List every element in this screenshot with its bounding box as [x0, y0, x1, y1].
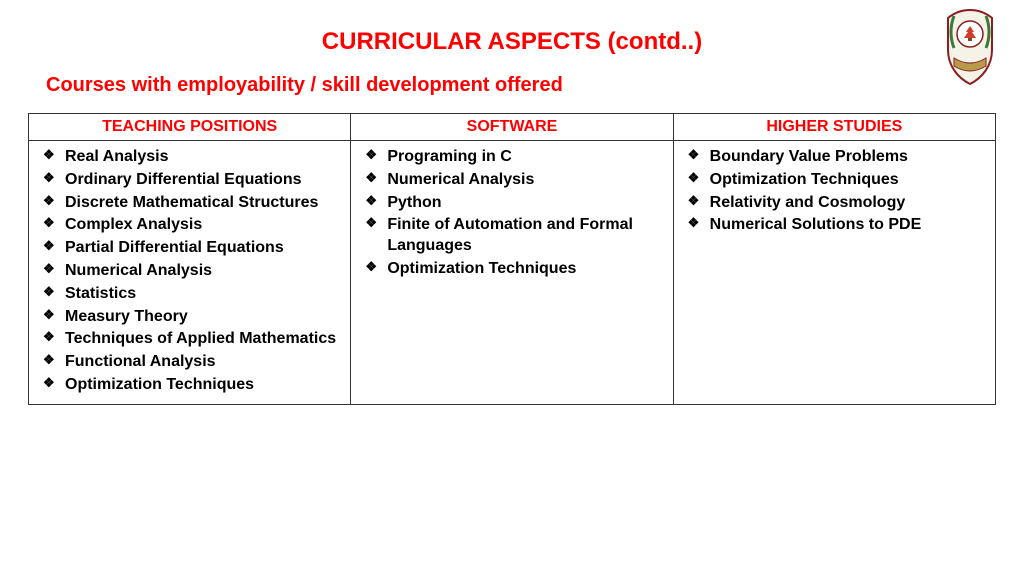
software-list: Programing in C Numerical Analysis Pytho…	[361, 147, 662, 280]
institution-logo: •••••	[934, 8, 1006, 88]
page-subtitle: Courses with employability / skill devel…	[0, 74, 1024, 113]
svg-text:•••••: •••••	[966, 60, 974, 65]
list-item: Finite of Automation and Formal Language…	[365, 215, 662, 257]
col-header-higher: HIGHER STUDIES	[673, 114, 995, 141]
list-item: Optimization Techniques	[365, 259, 662, 280]
table-header-row: TEACHING POSITIONS SOFTWARE HIGHER STUDI…	[29, 114, 996, 141]
page-title: CURRICULAR ASPECTS (contd..)	[0, 0, 1024, 74]
list-item: Techniques of Applied Mathematics	[43, 329, 340, 350]
higher-list: Boundary Value Problems Optimization Tec…	[684, 147, 985, 236]
list-item: Boundary Value Problems	[688, 147, 985, 168]
list-item: Measury Theory	[43, 307, 340, 328]
cell-software: Programing in C Numerical Analysis Pytho…	[351, 141, 673, 405]
list-item: Real Analysis	[43, 147, 340, 168]
list-item: Statistics	[43, 284, 340, 305]
list-item: Python	[365, 193, 662, 214]
list-item: Partial Differential Equations	[43, 238, 340, 259]
list-item: Relativity and Cosmology	[688, 193, 985, 214]
cell-higher: Boundary Value Problems Optimization Tec…	[673, 141, 995, 405]
list-item: Numerical Analysis	[365, 170, 662, 191]
list-item: Complex Analysis	[43, 215, 340, 236]
teaching-list: Real Analysis Ordinary Differential Equa…	[39, 147, 340, 396]
list-item: Functional Analysis	[43, 352, 340, 373]
list-item: Numerical Solutions to PDE	[688, 215, 985, 236]
list-item: Ordinary Differential Equations	[43, 170, 340, 191]
list-item: Discrete Mathematical Structures	[43, 193, 340, 214]
list-item: Optimization Techniques	[43, 375, 340, 396]
list-item: Numerical Analysis	[43, 261, 340, 282]
cell-teaching: Real Analysis Ordinary Differential Equa…	[29, 141, 351, 405]
col-header-teaching: TEACHING POSITIONS	[29, 114, 351, 141]
list-item: Programing in C	[365, 147, 662, 168]
col-header-software: SOFTWARE	[351, 114, 673, 141]
table-body-row: Real Analysis Ordinary Differential Equa…	[29, 141, 996, 405]
courses-table: TEACHING POSITIONS SOFTWARE HIGHER STUDI…	[28, 113, 996, 405]
list-item: Optimization Techniques	[688, 170, 985, 191]
